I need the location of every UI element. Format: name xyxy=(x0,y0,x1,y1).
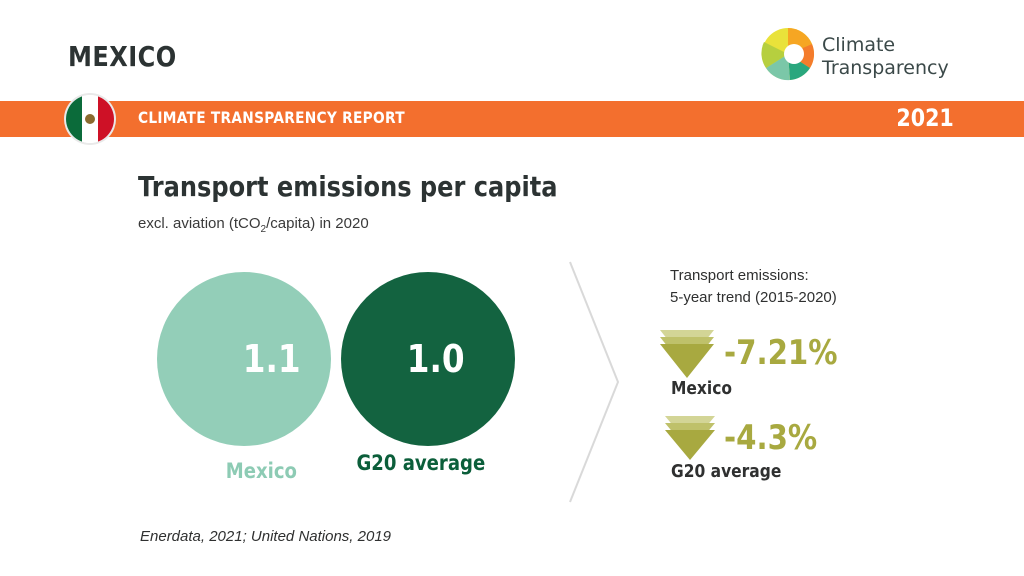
g20-circle xyxy=(341,272,515,446)
brand-line-2: Transparency xyxy=(822,57,949,79)
climate-transparency-logo-icon xyxy=(761,28,815,81)
brand-line-1: Climate xyxy=(822,34,896,56)
report-title: CLIMATE TRANSPARENCY REPORT xyxy=(138,108,405,127)
mexico-circle xyxy=(157,272,331,446)
subtitle-suffix: /capita) in 2020 xyxy=(266,215,369,232)
report-year: 2021 xyxy=(896,104,954,132)
mexico-label: Mexico xyxy=(225,459,297,483)
indicator-title: Transport emissions per capita xyxy=(138,170,558,203)
mexico-trend-value: -7.21% xyxy=(724,333,838,373)
source-note: Enerdata, 2021; United Nations, 2019 xyxy=(140,528,392,545)
circles-graphic xyxy=(157,272,515,446)
comparison-circles: 1.1 1.0 Mexico G20 average xyxy=(150,255,550,515)
subtitle-subscript: 2 xyxy=(260,224,267,235)
g20-trend-value: -4.3% xyxy=(724,418,818,458)
mexico-flag-icon xyxy=(66,95,114,143)
brand-name: Climate Transparency xyxy=(822,34,949,80)
subtitle-prefix: excl. aviation (tCO xyxy=(138,215,261,232)
g20-value: 1.0 xyxy=(406,337,465,381)
trend-heading-line-1: Transport emissions: xyxy=(670,267,809,284)
country-title: MEXICO xyxy=(68,40,177,73)
mexico-trend-label: Mexico xyxy=(671,378,733,399)
mexico-value: 1.1 xyxy=(242,337,301,381)
report-band xyxy=(0,101,1024,137)
chevron-divider-icon xyxy=(569,261,620,503)
g20-label: G20 average xyxy=(356,451,486,475)
trend-heading-line-2: 5-year trend (2015-2020) xyxy=(670,289,837,306)
mexico-down-trend-icon xyxy=(660,330,714,378)
g20-trend-label: G20 average xyxy=(671,461,782,482)
g20-down-trend-icon xyxy=(665,416,715,460)
indicator-subtitle: excl. aviation (tCO2/capita) in 2020 xyxy=(138,215,369,235)
trend-heading: Transport emissions: 5-year trend (2015-… xyxy=(670,265,837,309)
